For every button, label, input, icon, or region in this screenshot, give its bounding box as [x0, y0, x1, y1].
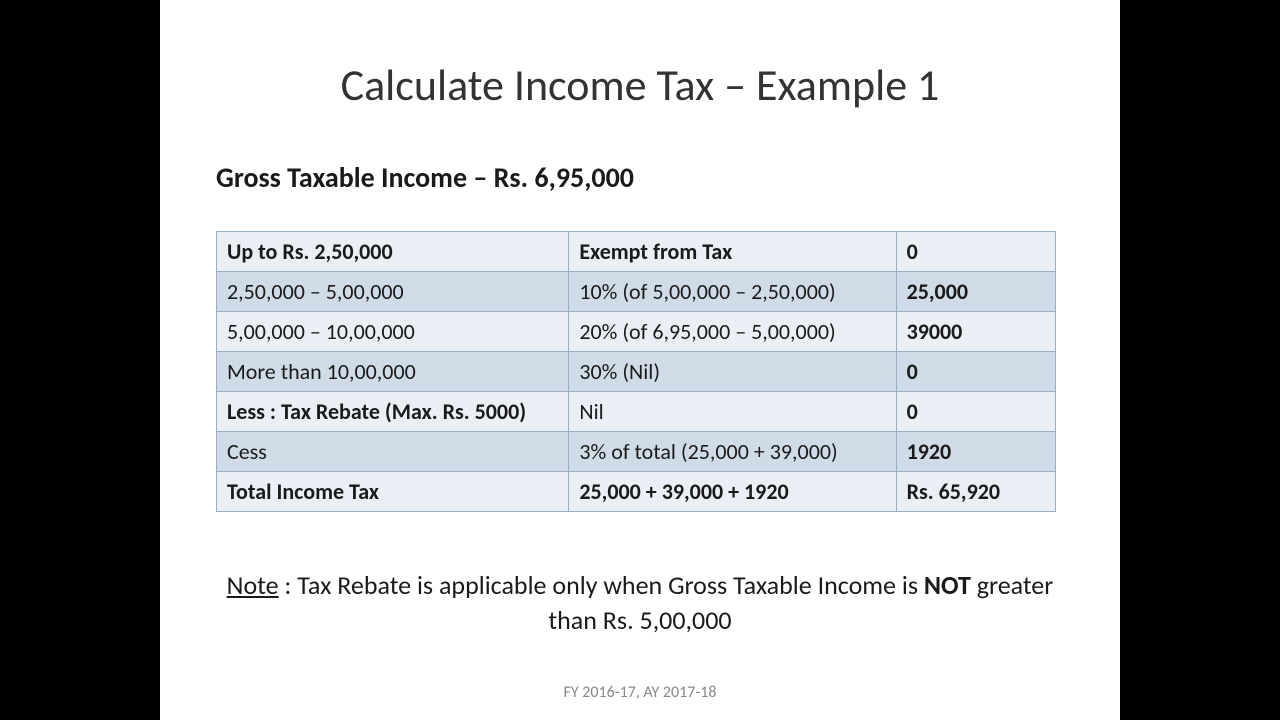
slide: Calculate Income Tax – Example 1 Gross T…: [160, 0, 1120, 720]
table-row: Cess3% of total (25,000 + 39,000)1920: [217, 432, 1056, 472]
slide-title: Calculate Income Tax – Example 1: [160, 58, 1120, 112]
amount-cell: 1920: [896, 432, 1055, 472]
footer-text: FY 2016-17, AY 2017-18: [160, 683, 1120, 702]
rate-cell: Nil: [569, 392, 896, 432]
note-before: : Tax Rebate is applicable only when Gro…: [279, 569, 924, 601]
slab-cell: 2,50,000 – 5,00,000: [217, 272, 569, 312]
rate-cell: 25,000 + 39,000 + 1920: [569, 472, 896, 512]
amount-cell: 0: [896, 352, 1055, 392]
table-row: Total Income Tax25,000 + 39,000 + 1920Rs…: [217, 472, 1056, 512]
rate-cell: Exempt from Tax: [569, 232, 896, 272]
note-text: Note : Tax Rebate is applicable only whe…: [160, 568, 1120, 638]
slab-cell: 5,00,000 – 10,00,000: [217, 312, 569, 352]
table-row: More than 10,00,00030% (Nil)0: [217, 352, 1056, 392]
table-row: Up to Rs. 2,50,000Exempt from Tax0: [217, 232, 1056, 272]
rate-cell: 20% (of 6,95,000 – 5,00,000): [569, 312, 896, 352]
table-row: 2,50,000 – 5,00,00010% (of 5,00,000 – 2,…: [217, 272, 1056, 312]
tax-table-wrap: Up to Rs. 2,50,000Exempt from Tax02,50,0…: [216, 231, 1056, 512]
rate-cell: 30% (Nil): [569, 352, 896, 392]
slab-cell: Total Income Tax: [217, 472, 569, 512]
gross-income-subtitle: Gross Taxable Income – Rs. 6,95,000: [216, 160, 1120, 195]
amount-cell: 25,000: [896, 272, 1055, 312]
slab-cell: Up to Rs. 2,50,000: [217, 232, 569, 272]
amount-cell: 0: [896, 392, 1055, 432]
slab-cell: Cess: [217, 432, 569, 472]
tax-table: Up to Rs. 2,50,000Exempt from Tax02,50,0…: [216, 231, 1056, 512]
amount-cell: 0: [896, 232, 1055, 272]
amount-cell: Rs. 65,920: [896, 472, 1055, 512]
amount-cell: 39000: [896, 312, 1055, 352]
table-row: Less : Tax Rebate (Max. Rs. 5000)Nil0: [217, 392, 1056, 432]
rate-cell: 10% (of 5,00,000 – 2,50,000): [569, 272, 896, 312]
table-row: 5,00,000 – 10,00,00020% (of 6,95,000 – 5…: [217, 312, 1056, 352]
rate-cell: 3% of total (25,000 + 39,000): [569, 432, 896, 472]
note-emph: NOT: [924, 569, 971, 601]
slab-cell: More than 10,00,000: [217, 352, 569, 392]
slab-cell: Less : Tax Rebate (Max. Rs. 5000): [217, 392, 569, 432]
note-label: Note: [227, 569, 279, 601]
